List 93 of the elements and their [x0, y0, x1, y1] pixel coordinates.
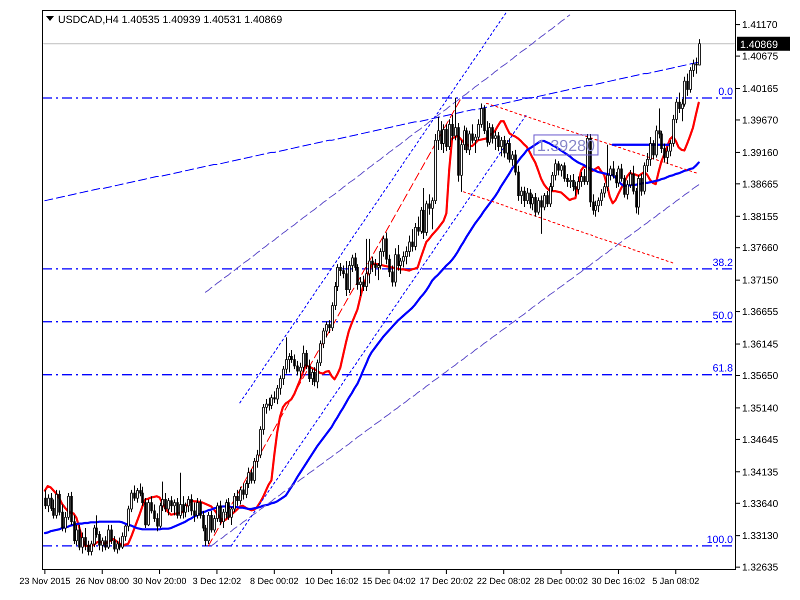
y-tick-label: 1.40165 — [742, 84, 779, 95]
x-tick-label: 28 Dec 00:02 — [534, 576, 588, 586]
candlestick — [55, 489, 58, 520]
y-tick-label: 1.36655 — [742, 307, 779, 318]
ref-line-label: 1.40869 — [740, 38, 778, 51]
candlestick — [313, 366, 316, 387]
candlestick — [374, 258, 377, 276]
candlestick — [147, 498, 150, 527]
y-tick-label: 1.33640 — [742, 498, 779, 510]
x-tick-label: 23 Nov 2015 — [19, 576, 70, 586]
candlestick — [371, 256, 374, 272]
candlestick — [557, 160, 560, 176]
candlestick — [569, 174, 572, 188]
candlestick — [196, 498, 199, 520]
annotation: 50.0 — [712, 310, 734, 322]
x-tick-label: 26 Nov 08:00 — [75, 576, 129, 586]
candlestick — [179, 472, 182, 520]
candlestick — [494, 130, 497, 150]
y-tick-label: 1.39160 — [742, 148, 779, 159]
candlestick — [508, 138, 511, 164]
candlestick — [572, 173, 575, 192]
y-tick-label: 1.33130 — [742, 531, 779, 542]
candlestick — [173, 498, 176, 516]
y-tick-label: 1.39670 — [742, 115, 779, 126]
candlestick — [503, 135, 506, 158]
x-tick-label: 17 Dec 20:02 — [420, 576, 474, 586]
x-tick-label: 30 Nov 20:00 — [132, 576, 186, 586]
x-tick-label: 8 Dec 00:02 — [250, 576, 299, 586]
candlestick — [560, 163, 563, 178]
candlestick — [219, 500, 222, 526]
candlestick — [563, 162, 566, 182]
x-tick-label: 22 Dec 08:02 — [476, 576, 530, 586]
candlestick — [101, 537, 104, 552]
candlestick — [448, 118, 451, 150]
y-tick-label: 1.34645 — [742, 434, 779, 446]
candlestick — [526, 187, 529, 204]
candlestick — [617, 165, 620, 188]
candlestick — [345, 260, 348, 297]
candlestick — [577, 176, 580, 195]
candlestick — [236, 489, 239, 506]
x-tick-label: 30 Dec 16:02 — [592, 576, 646, 586]
x-tick-label: 3 Dec 12:02 — [192, 576, 242, 586]
y-tick-label: 1.38665 — [742, 179, 779, 190]
line-series — [463, 191, 674, 264]
candlestick — [107, 524, 110, 550]
x-tick-label: 15 Dec 04:02 — [362, 576, 416, 586]
y-tick-label: 1.41170 — [742, 20, 778, 32]
candlestick — [239, 486, 242, 506]
candlestick — [529, 188, 532, 209]
candlestick — [540, 195, 543, 234]
x-tick-label: 5 Jan 08:02 — [652, 576, 700, 586]
candlestick — [442, 124, 445, 154]
candlestick — [116, 540, 119, 554]
x-tick-label: 10 Dec 16:02 — [304, 576, 358, 586]
candlestick — [47, 494, 50, 513]
annotation: 38.2 — [712, 256, 734, 269]
candlestick — [273, 390, 276, 404]
annotation: 61.8 — [712, 362, 734, 375]
y-tick-label: 1.40675 — [742, 52, 779, 63]
candlestick — [187, 496, 190, 513]
y-tick-label: 1.34135 — [742, 467, 779, 478]
annotation: 0.0 — [718, 86, 734, 98]
candlestick — [488, 122, 491, 146]
candlestick — [242, 483, 245, 500]
candlestick — [497, 132, 500, 152]
annotation: 100.0 — [706, 534, 734, 546]
candlestick — [465, 127, 468, 154]
candlestick — [422, 187, 425, 240]
candlestick — [78, 524, 81, 551]
candlestick — [500, 136, 503, 157]
candlestick — [81, 532, 84, 554]
candlestick — [546, 190, 549, 208]
candlestick — [365, 238, 368, 292]
y-tick-label: 1.35650 — [742, 370, 779, 382]
candlestick — [531, 194, 534, 211]
y-tick-label: 1.35140 — [742, 403, 779, 414]
y-tick-label: 1.37660 — [742, 243, 779, 254]
y-tick-label: 1.37150 — [742, 276, 779, 287]
y-tick-label: 1.32635 — [742, 562, 779, 574]
candlestick — [411, 228, 414, 252]
line-series — [210, 184, 700, 546]
candlestick — [270, 394, 273, 410]
candlestick — [268, 397, 271, 411]
y-tick-label: 1.36145 — [742, 340, 779, 351]
candlestick — [118, 537, 121, 551]
candlestick — [136, 488, 139, 504]
candlestick — [523, 186, 526, 208]
y-tick-label: 1.38155 — [742, 212, 779, 223]
candlestick — [534, 192, 537, 218]
chart-title: USDCAD,H4 1.40535 1.40939 1.40531 1.40869 — [58, 14, 282, 26]
candlestick — [167, 498, 170, 516]
candlestick — [170, 496, 173, 513]
candlestick — [445, 124, 448, 152]
